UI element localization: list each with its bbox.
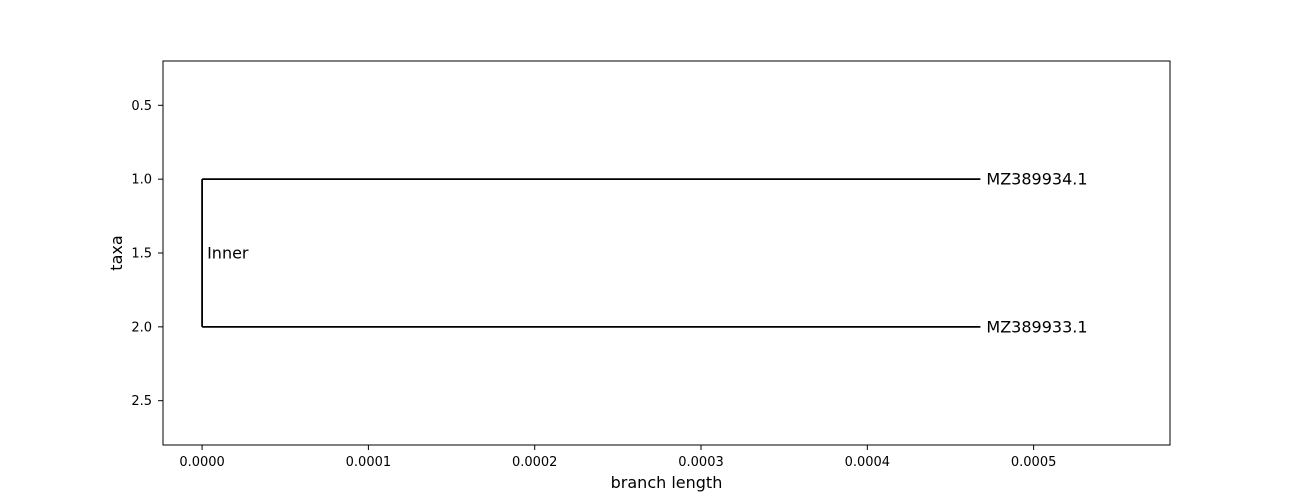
y-tick-label: 1.5 bbox=[131, 247, 152, 262]
y-tick-label: 2.5 bbox=[131, 394, 152, 409]
x-tick-label: 0.0001 bbox=[346, 455, 392, 470]
y-tick-label: 1.0 bbox=[131, 173, 152, 188]
inner-node-label: Inner bbox=[207, 244, 249, 263]
tree-labels: MZ389934.1 MZ389933.1 Inner bbox=[207, 170, 1087, 337]
x-tick-label: 0.0002 bbox=[512, 455, 558, 470]
y-axis-ticks: 0.5 1.0 1.5 2.0 2.5 bbox=[131, 99, 163, 409]
y-tick-label: 0.5 bbox=[131, 99, 152, 114]
x-tick-label: 0.0003 bbox=[678, 455, 724, 470]
x-tick-label: 0.0000 bbox=[179, 455, 225, 470]
x-tick-label: 0.0004 bbox=[845, 455, 891, 470]
tree-branches bbox=[201, 178, 981, 328]
leaf-label: MZ389934.1 bbox=[986, 170, 1087, 189]
x-axis-ticks: 0.0000 0.0001 0.0002 0.0003 0.0004 0.0005 bbox=[179, 445, 1056, 470]
x-tick-label: 0.0005 bbox=[1011, 455, 1057, 470]
y-tick-label: 2.0 bbox=[131, 320, 152, 335]
y-axis-title: taxa bbox=[107, 235, 126, 270]
leaf-label: MZ389933.1 bbox=[986, 317, 1087, 336]
x-axis-title: branch length bbox=[611, 473, 723, 492]
